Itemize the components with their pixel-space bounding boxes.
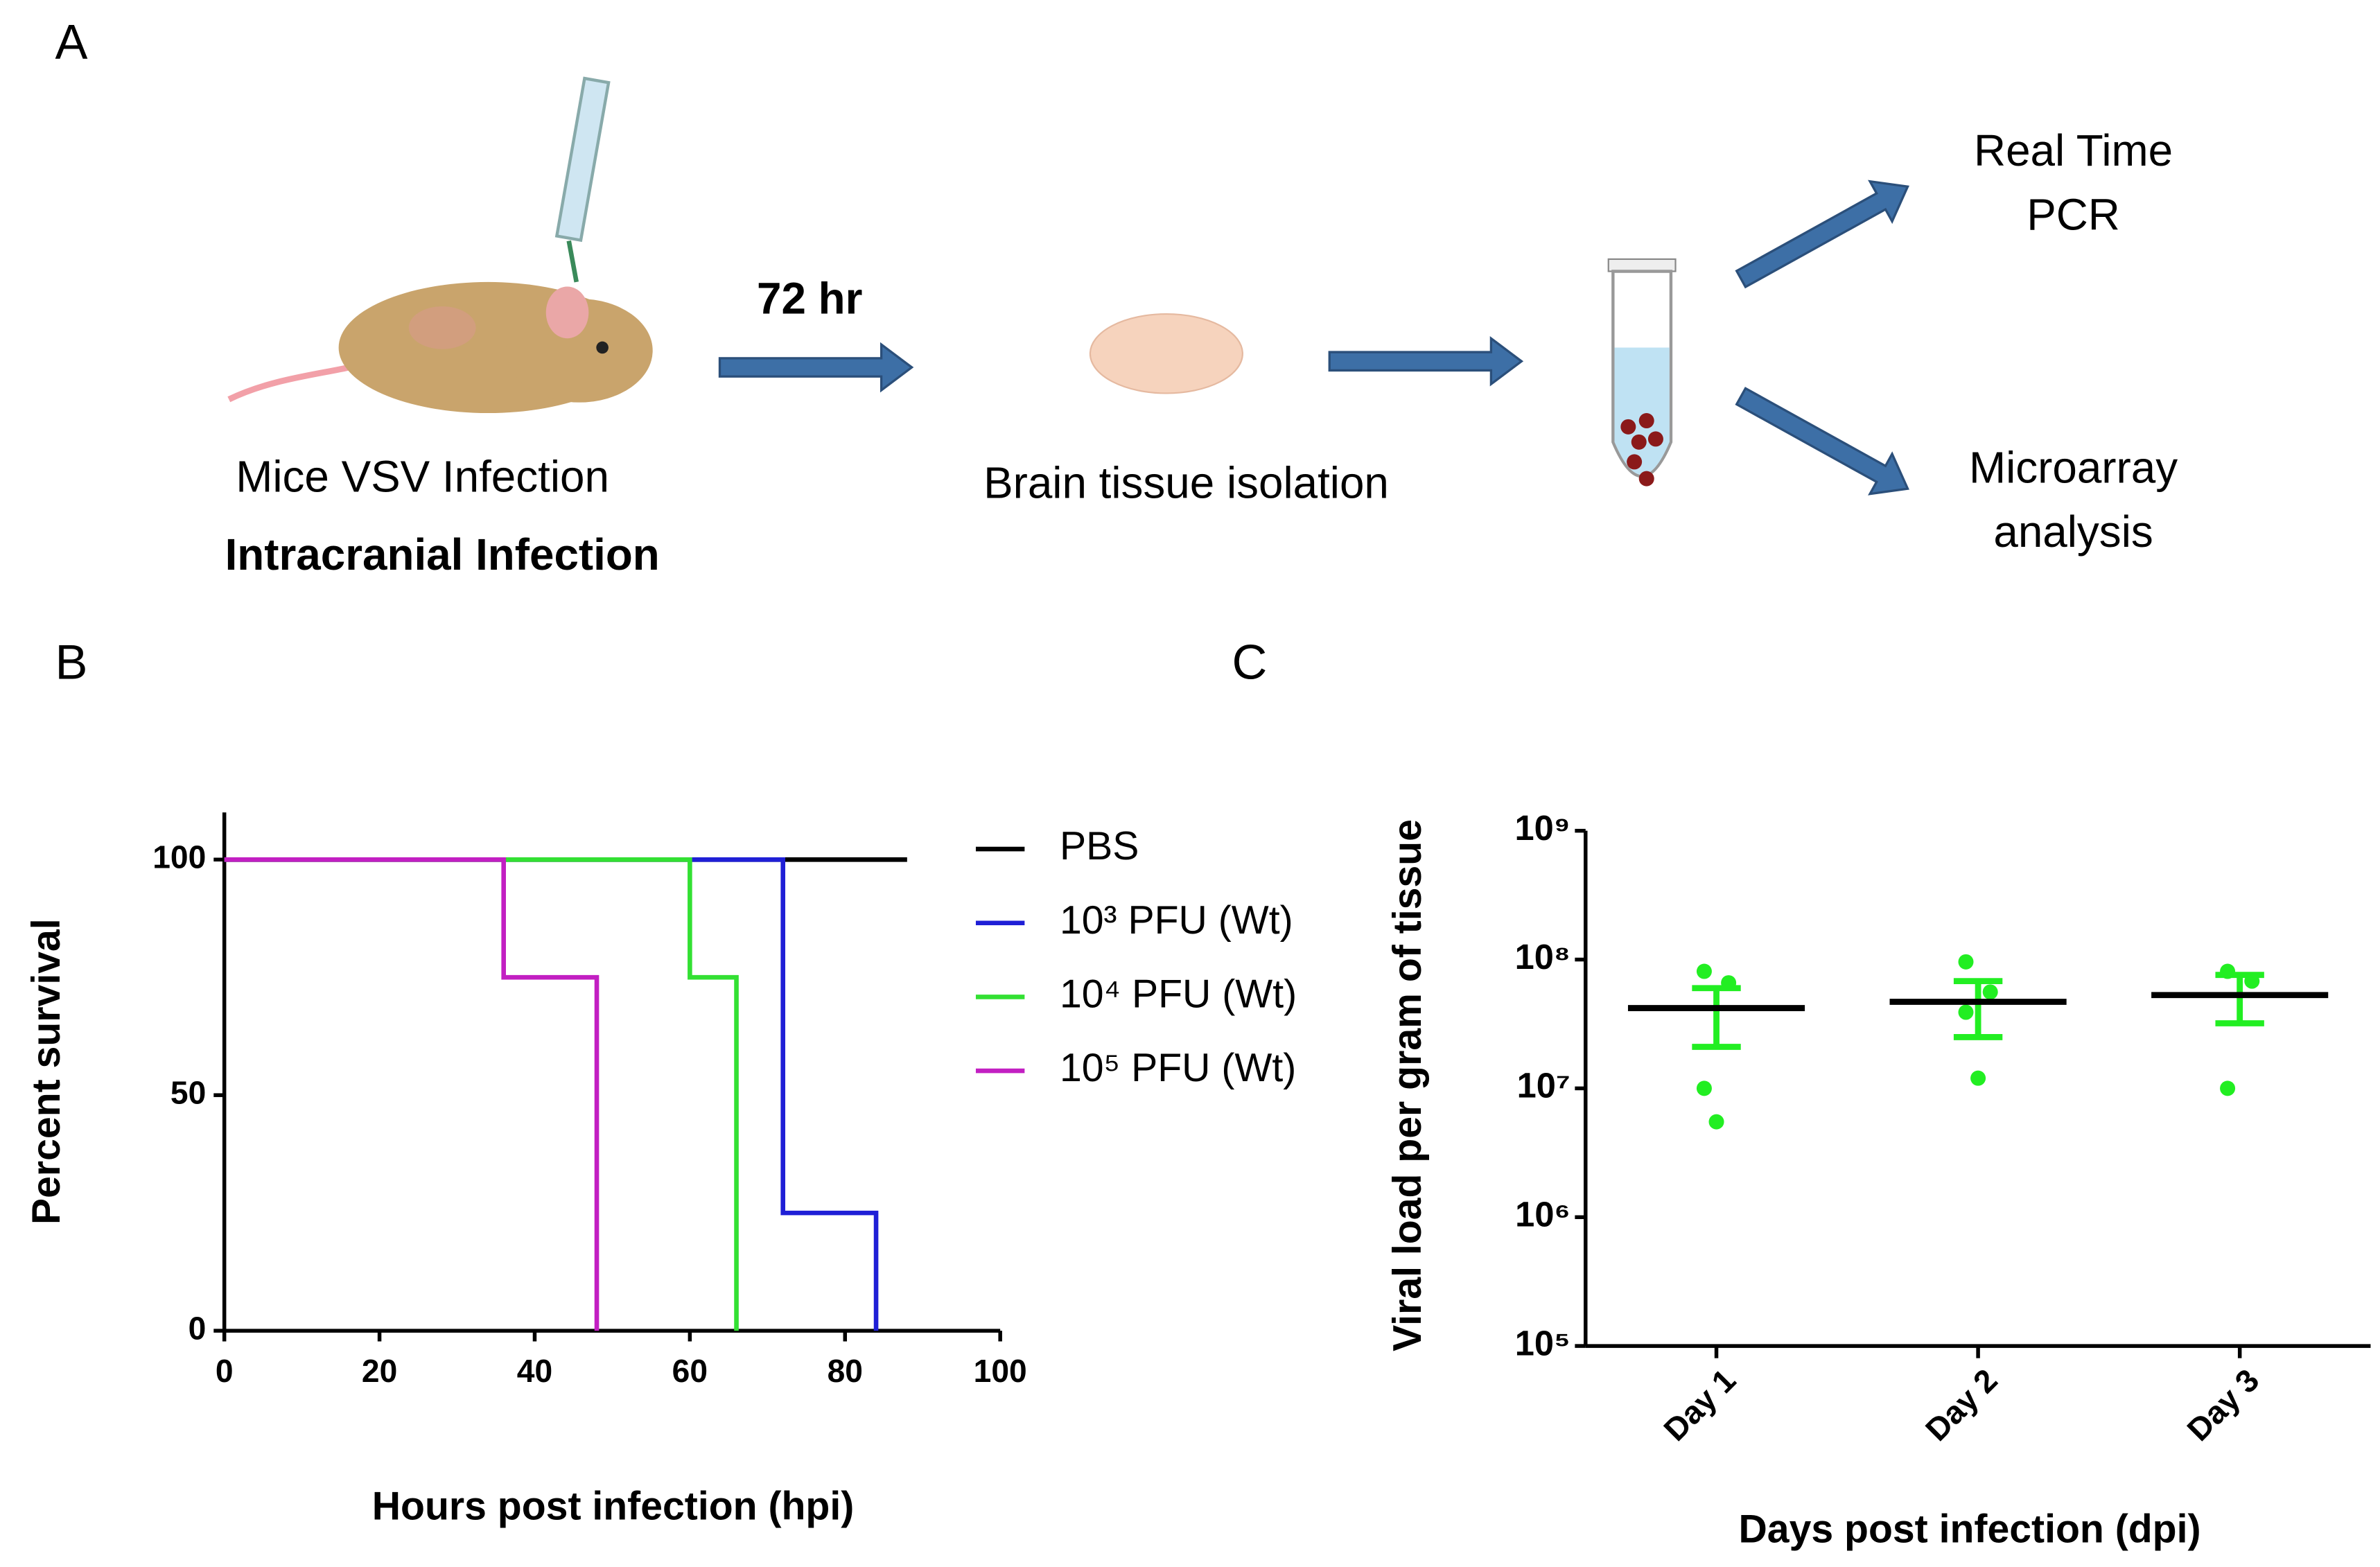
y-tick-label: 50 xyxy=(170,1074,206,1110)
x-tick-label: 0 xyxy=(216,1353,234,1389)
x-tick-label: 20 xyxy=(362,1353,397,1389)
x-tick-label: 40 xyxy=(517,1353,552,1389)
arrow xyxy=(1735,180,1909,289)
x-tick-label: Day 3 xyxy=(2180,1362,2266,1448)
tube-cap xyxy=(1607,258,1677,272)
survival-line xyxy=(224,857,600,1331)
x-tick-label: 100 xyxy=(974,1353,1027,1389)
tube-liquid xyxy=(1614,347,1670,475)
x-tick-label: 60 xyxy=(672,1353,708,1389)
y-tick-label: 10⁵ xyxy=(1515,1323,1570,1363)
legend-label: PBS xyxy=(1060,824,1139,868)
error-bar xyxy=(2215,972,2264,1026)
error-bar xyxy=(1692,985,1741,1050)
step-label: Brain tissue isolation xyxy=(983,457,1389,507)
data-point xyxy=(2220,1080,2236,1096)
illustration xyxy=(227,76,1909,496)
needle xyxy=(566,240,579,283)
x-tick-label: Day 1 xyxy=(1656,1362,1742,1448)
mouse-ear xyxy=(545,286,589,339)
legend-label: 10⁴ PFU (Wt) xyxy=(1060,972,1297,1017)
step-label: analysis xyxy=(1993,507,2153,557)
arrow xyxy=(1328,335,1524,387)
y-tick-label: 100 xyxy=(152,839,206,875)
y-tick-label: 0 xyxy=(189,1310,207,1346)
mouse-spot xyxy=(408,306,476,349)
y-tick-label: 10⁹ xyxy=(1514,808,1570,848)
legend-label: 10³ PFU (Wt) xyxy=(1060,898,1293,943)
data-point xyxy=(1958,954,1974,970)
x-tick-label: 80 xyxy=(828,1353,863,1389)
step-label: PCR xyxy=(2027,189,2120,239)
step-label: Real Time xyxy=(1974,125,2173,175)
y-tick-label: 10⁷ xyxy=(1517,1066,1570,1105)
step-label: Microarray xyxy=(1969,442,2178,492)
survival-line xyxy=(224,857,739,1331)
syringe xyxy=(554,76,611,243)
data-point xyxy=(1696,963,1712,979)
mouse-eye xyxy=(596,341,609,354)
brain xyxy=(1089,313,1243,394)
legend-label: 10⁵ PFU (Wt) xyxy=(1060,1046,1296,1090)
y-axis-title: Viral load per gram of tissue xyxy=(1385,819,1430,1351)
panel-label: A xyxy=(55,15,88,69)
error-bar xyxy=(1953,978,2003,1040)
x-axis-title: Days post infection (dpi) xyxy=(1738,1507,2200,1552)
panel-label: C xyxy=(1232,635,1267,690)
data-point xyxy=(1696,1080,1712,1096)
data-point xyxy=(1708,1114,1724,1130)
data-point xyxy=(1970,1070,1986,1086)
data-point xyxy=(1982,984,1998,1000)
data-point xyxy=(1958,1004,1974,1020)
step-label: 72 hr xyxy=(757,273,862,323)
step-label: Intracranial Infection xyxy=(225,529,660,579)
survival-line xyxy=(224,857,879,1331)
y-tick-label: 10⁸ xyxy=(1515,937,1570,977)
y-tick-label: 10⁶ xyxy=(1515,1195,1570,1234)
step-label: Mice VSV Infection xyxy=(236,452,609,502)
mouse-head xyxy=(506,299,653,403)
x-tick-label: Day 2 xyxy=(1918,1362,2004,1448)
arrow xyxy=(718,342,914,393)
y-axis-title: Percent survival xyxy=(24,918,69,1225)
arrow xyxy=(1735,387,1909,496)
panel-label: B xyxy=(55,635,88,690)
x-axis-title: Hours post infection (hpi) xyxy=(372,1485,855,1529)
